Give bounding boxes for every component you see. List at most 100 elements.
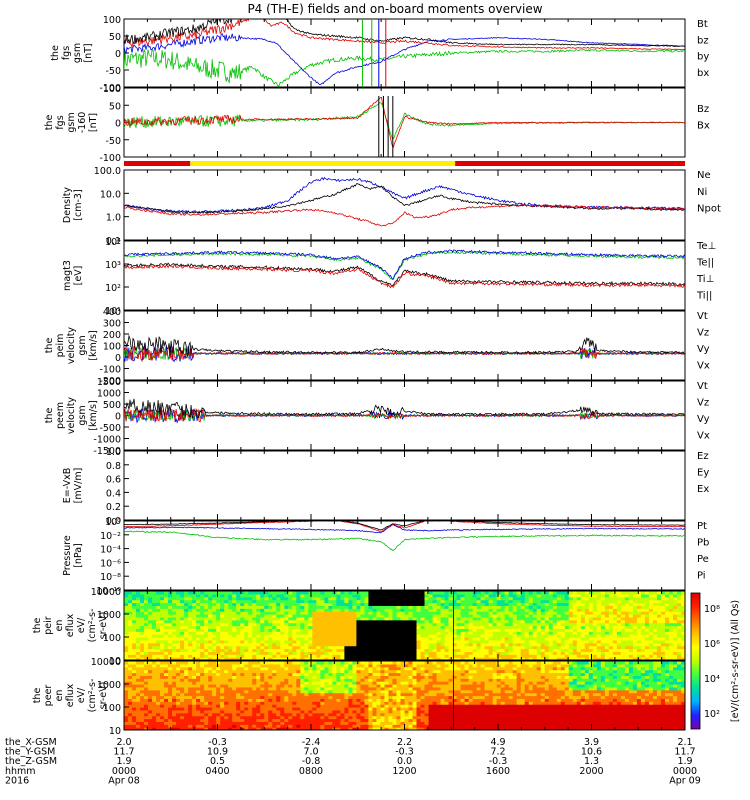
heatmap-cell <box>476 596 482 601</box>
heatmap-cell <box>136 619 141 624</box>
heatmap-cell <box>232 608 237 612</box>
heatmap-cell <box>424 593 430 598</box>
heatmap-cell <box>484 625 490 629</box>
heatmap-cell <box>388 648 394 652</box>
heatmap-cell <box>344 637 349 641</box>
heatmap-cell <box>292 619 297 624</box>
heatmap-cell <box>640 654 646 658</box>
heatmap-cell <box>188 645 193 650</box>
heatmap-cell <box>576 639 582 644</box>
series-Ni <box>124 183 685 215</box>
heatmap-cell <box>152 692 157 697</box>
heatmap-cell <box>232 672 237 676</box>
heatmap-cell <box>380 639 386 644</box>
heatmap-cell <box>496 619 502 624</box>
heatmap-cell <box>228 698 233 702</box>
heatmap-cell <box>512 651 518 655</box>
heatmap-cell <box>532 614 538 618</box>
heatmap-cell <box>152 637 157 641</box>
heatmap-cell <box>196 596 201 601</box>
heatmap-cell <box>220 678 225 682</box>
heatmap-cell <box>232 724 237 728</box>
heatmap-cell <box>228 642 233 647</box>
heatmap-cell <box>172 631 177 635</box>
heatmap-cell <box>152 622 157 627</box>
heatmap-cell <box>480 648 486 652</box>
heatmap-cell <box>160 599 165 604</box>
heatmap-cell <box>560 631 566 635</box>
heatmap-cell <box>124 681 129 685</box>
heatmap-cell <box>308 651 313 655</box>
heatmap-cell <box>396 639 402 644</box>
heatmap-cell <box>224 637 229 641</box>
heatmap-cell <box>380 654 386 658</box>
heatmap-cell <box>468 619 474 624</box>
heatmap-cell <box>444 591 450 595</box>
heatmap-cell <box>264 675 269 679</box>
heatmap-cell <box>164 599 169 604</box>
heatmap-cell <box>644 654 650 658</box>
heatmap-cell <box>184 599 189 604</box>
heatmap-cell <box>160 657 165 660</box>
heatmap-cell <box>176 661 181 665</box>
heatmap-cell <box>224 701 229 705</box>
heatmap-cell <box>256 727 261 730</box>
heatmap-cell <box>236 692 241 697</box>
heatmap-cell <box>652 608 658 612</box>
heatmap-cell <box>544 654 550 658</box>
heatmap-cell <box>608 639 614 644</box>
heatmap-cell <box>160 686 165 691</box>
heatmap-cell <box>172 661 177 665</box>
heatmap-cell <box>508 625 514 629</box>
heatmap-cell <box>160 666 165 671</box>
heatmap-cell <box>152 605 157 609</box>
heatmap-cell <box>264 715 269 720</box>
heatmap-cell <box>220 681 225 685</box>
heatmap-cell <box>428 637 434 641</box>
heatmap-cell <box>244 721 249 725</box>
heatmap-cell <box>280 614 285 618</box>
heatmap-cell <box>140 616 145 621</box>
heatmap-cell <box>296 645 301 650</box>
heatmap-cell <box>264 678 269 682</box>
heatmap-cell <box>208 684 213 688</box>
heatmap-cell <box>536 631 542 635</box>
heatmap-cell <box>276 631 281 635</box>
heatmap-cell <box>232 648 237 652</box>
heatmap-cell <box>268 628 273 632</box>
heatmap-cell <box>124 689 129 694</box>
heatmap-cell <box>456 602 462 606</box>
heatmap-cell <box>248 648 253 652</box>
heatmap-cell <box>216 599 221 604</box>
heatmap-cell <box>648 591 654 595</box>
heatmap-cell <box>348 599 354 604</box>
heatmap-cell <box>556 639 562 644</box>
heatmap-cell <box>308 596 313 601</box>
heatmap-cell <box>436 651 442 655</box>
heatmap-cell <box>168 619 173 624</box>
heatmap-cell <box>232 681 237 685</box>
heatmap-cell <box>292 625 297 629</box>
heatmap-cell <box>460 634 466 638</box>
heatmap-cell <box>172 712 177 717</box>
heatmap-cell <box>240 634 245 638</box>
heatmap-cell <box>144 689 149 694</box>
heatmap-cell <box>236 648 241 652</box>
heatmap-cell <box>516 631 522 635</box>
heatmap-cell <box>584 622 590 627</box>
heatmap-cell <box>316 605 321 609</box>
heatmap-cell <box>128 686 133 691</box>
heatmap-cell <box>660 625 666 629</box>
heatmap-cell <box>148 721 153 725</box>
heatmap-cell <box>448 654 454 658</box>
heatmap-cell <box>208 686 213 691</box>
heatmap-cell <box>280 651 285 655</box>
heatmap-cell <box>428 593 434 598</box>
heatmap-cell <box>192 724 197 728</box>
heatmap-cell <box>280 616 285 621</box>
heatmap-cell <box>212 715 217 720</box>
heatmap-cell <box>340 596 345 601</box>
heatmap-cell <box>360 628 366 632</box>
heatmap-cell <box>216 712 221 717</box>
heatmap-cell <box>180 672 185 676</box>
